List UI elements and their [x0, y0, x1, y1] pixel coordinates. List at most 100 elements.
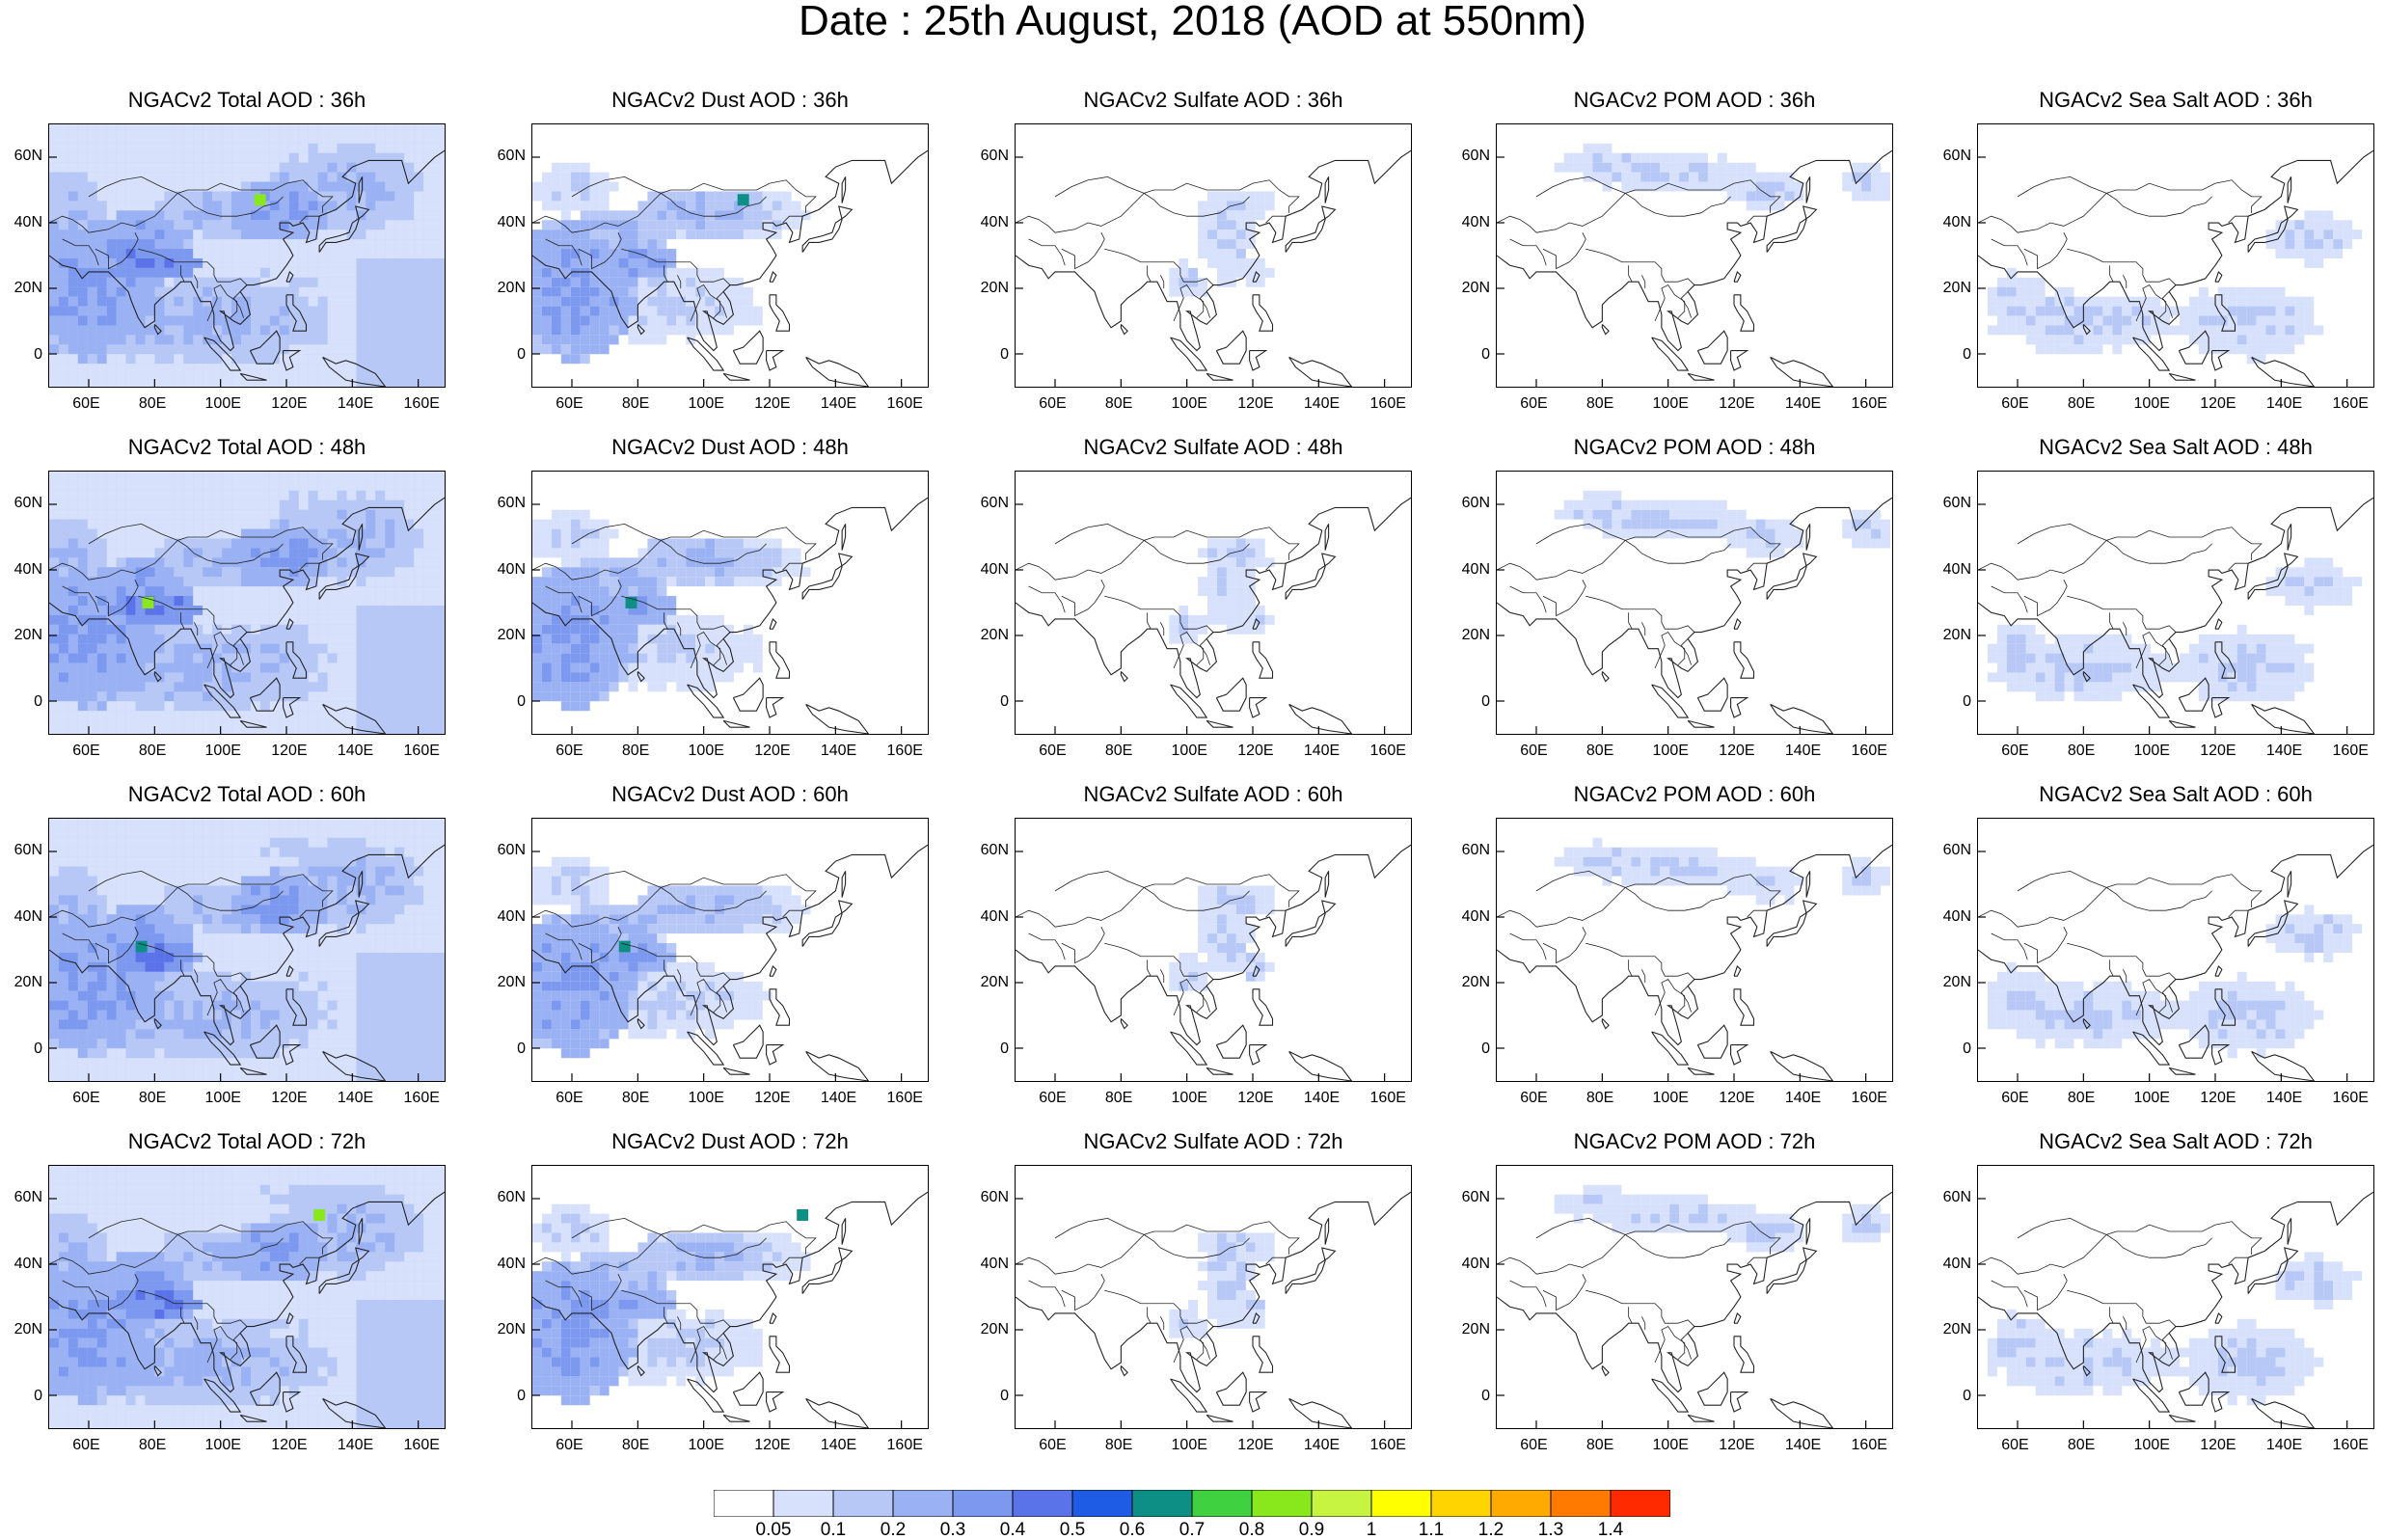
x-tick-label: 160E [1852, 395, 1887, 413]
x-tick-label: 160E [2333, 1090, 2369, 1107]
y-tick-label: 60N [8, 1189, 42, 1206]
x-tick-label: 60E [1520, 743, 1547, 760]
y-tick-label: 20N [491, 280, 526, 297]
map-panel [48, 1165, 446, 1429]
y-tick-label: 40N [1455, 214, 1490, 231]
panel-title: NGACv2 Total AOD : 48h [48, 436, 446, 459]
y-tick-label: 0 [1937, 1388, 1971, 1405]
x-tick-label: 160E [2333, 743, 2369, 760]
x-tick-label: 100E [2134, 743, 2170, 760]
x-tick-label: 100E [205, 743, 241, 760]
y-tick-label: 60N [1937, 148, 1971, 165]
x-tick-label: 140E [338, 1090, 373, 1107]
x-tick-label: 140E [1785, 395, 1821, 413]
x-tick-label: 60E [556, 1090, 583, 1107]
x-tick-label: 80E [139, 1090, 166, 1107]
x-tick-label: 140E [821, 743, 856, 760]
x-tick-label: 100E [689, 1437, 724, 1454]
aod-hotspot [738, 194, 749, 205]
colorbar-label: 0.7 [1179, 1521, 1205, 1540]
x-tick-label: 80E [1586, 1437, 1613, 1454]
panel-title: NGACv2 Sulfate AOD : 36h [1015, 89, 1412, 112]
x-tick-label: 80E [1105, 1090, 1132, 1107]
x-tick-label: 60E [1520, 1437, 1547, 1454]
y-tick-label: 40N [974, 561, 1009, 579]
panel-title: NGACv2 Total AOD : 36h [48, 89, 446, 112]
colorbar-swatch [1431, 1490, 1491, 1517]
y-tick-label: 40N [8, 908, 42, 926]
x-tick-label: 80E [139, 743, 166, 760]
y-tick-label: 0 [1937, 346, 1971, 364]
x-tick-label: 140E [2266, 1437, 2302, 1454]
map-panel [531, 471, 929, 735]
x-tick-label: 160E [404, 395, 440, 413]
x-tick-label: 80E [622, 743, 649, 760]
panel-title: NGACv2 Dust AOD : 72h [531, 1130, 929, 1153]
x-tick-label: 60E [72, 1437, 99, 1454]
x-tick-label: 160E [887, 395, 923, 413]
x-tick-label: 100E [1172, 1437, 1207, 1454]
y-tick-label: 40N [491, 908, 526, 926]
y-tick-label: 20N [974, 1321, 1009, 1338]
x-tick-label: 120E [271, 1437, 307, 1454]
y-tick-label: 20N [491, 627, 526, 644]
y-tick-label: 0 [974, 693, 1009, 711]
x-tick-label: 160E [404, 1090, 440, 1107]
y-tick-label: 60N [1455, 495, 1490, 512]
colorbar-swatch [893, 1490, 953, 1517]
x-tick-label: 60E [556, 395, 583, 413]
y-tick-label: 40N [1937, 214, 1971, 231]
y-tick-label: 0 [1937, 693, 1971, 711]
x-tick-label: 120E [754, 1090, 790, 1107]
x-tick-label: 80E [2068, 743, 2095, 760]
x-tick-label: 60E [1039, 1090, 1066, 1107]
map-panel [531, 1165, 929, 1429]
y-tick-label: 40N [491, 561, 526, 579]
x-tick-label: 80E [622, 395, 649, 413]
x-tick-label: 80E [622, 1437, 649, 1454]
y-tick-label: 0 [8, 1388, 42, 1405]
x-tick-label: 160E [1370, 1090, 1406, 1107]
x-tick-label: 80E [139, 1437, 166, 1454]
colorbar-swatch [773, 1490, 833, 1517]
map-panel [1015, 471, 1412, 735]
y-tick-label: 20N [974, 280, 1009, 297]
y-tick-label: 40N [8, 1256, 42, 1273]
colorbar-swatch [1013, 1490, 1072, 1517]
x-tick-label: 120E [754, 395, 790, 413]
panel-title: NGACv2 Sea Salt AOD : 48h [1977, 436, 2374, 459]
x-tick-label: 100E [1653, 743, 1689, 760]
map-panel [48, 818, 446, 1082]
x-tick-label: 120E [2200, 743, 2236, 760]
x-tick-label: 80E [1105, 395, 1132, 413]
colorbar-swatch [1132, 1490, 1192, 1517]
x-tick-label: 160E [1852, 1437, 1887, 1454]
x-tick-label: 60E [1520, 395, 1547, 413]
x-tick-label: 80E [2068, 1437, 2095, 1454]
map-panel [1977, 123, 2374, 388]
y-tick-label: 60N [1937, 495, 1971, 512]
y-tick-label: 20N [491, 1321, 526, 1338]
map-panel [1496, 471, 1893, 735]
x-tick-label: 120E [1237, 743, 1273, 760]
map-panel [1496, 123, 1893, 388]
y-tick-label: 20N [974, 627, 1009, 644]
y-tick-label: 0 [491, 1040, 526, 1058]
panel-title: NGACv2 Sulfate AOD : 60h [1015, 783, 1412, 806]
y-tick-label: 20N [1455, 627, 1490, 644]
x-tick-label: 160E [887, 1090, 923, 1107]
figure-title: Date : 25th August, 2018 (AOD at 550nm) [0, 0, 2385, 42]
x-tick-label: 80E [1586, 743, 1613, 760]
x-tick-label: 120E [1237, 1437, 1273, 1454]
x-tick-label: 120E [2200, 1090, 2236, 1107]
x-tick-label: 60E [2001, 395, 2028, 413]
y-tick-label: 20N [974, 974, 1009, 991]
colorbar-label: 1.2 [1478, 1521, 1504, 1540]
x-tick-label: 60E [2001, 1090, 2028, 1107]
colorbar-swatch [1072, 1490, 1132, 1517]
panel-title: NGACv2 Dust AOD : 60h [531, 783, 929, 806]
aod-hotspot [255, 194, 266, 205]
x-tick-label: 120E [1719, 743, 1754, 760]
colorbar-label: 0.8 [1239, 1521, 1264, 1540]
y-tick-label: 0 [974, 1388, 1009, 1405]
